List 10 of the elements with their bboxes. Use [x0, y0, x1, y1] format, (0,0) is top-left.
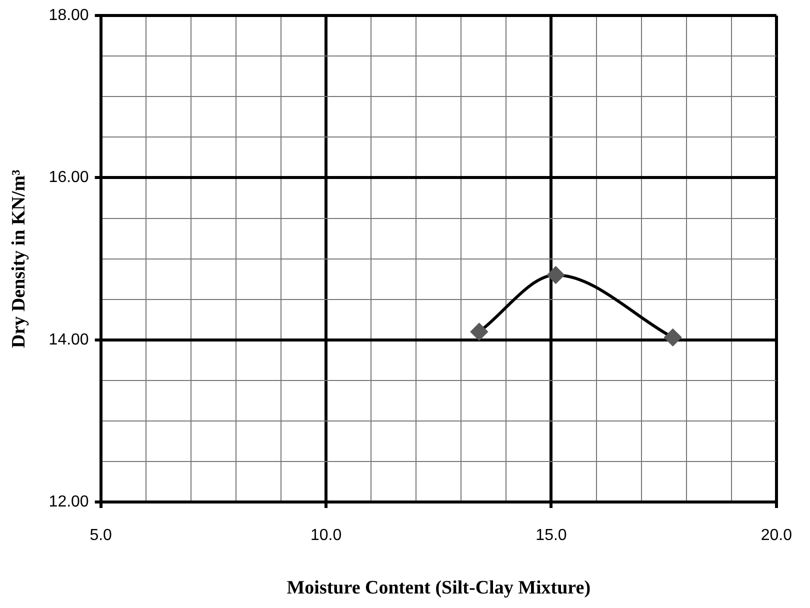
x-axis-title: Moisture Content (Silt-Clay Mixture)	[286, 578, 591, 599]
y-tick-label: 12.00	[48, 493, 89, 510]
y-tick-label: 14.00	[48, 331, 89, 348]
x-tick-label: 20.0	[760, 527, 792, 544]
y-tick-label: 16.00	[48, 169, 89, 186]
y-axis-title: Dry Density in KN/m³	[8, 169, 30, 348]
y-tick-label: 18.00	[48, 7, 89, 24]
x-tick-label: 5.0	[90, 527, 112, 544]
x-tick-label: 10.0	[310, 527, 342, 544]
x-tick-label: 15.0	[536, 527, 567, 544]
